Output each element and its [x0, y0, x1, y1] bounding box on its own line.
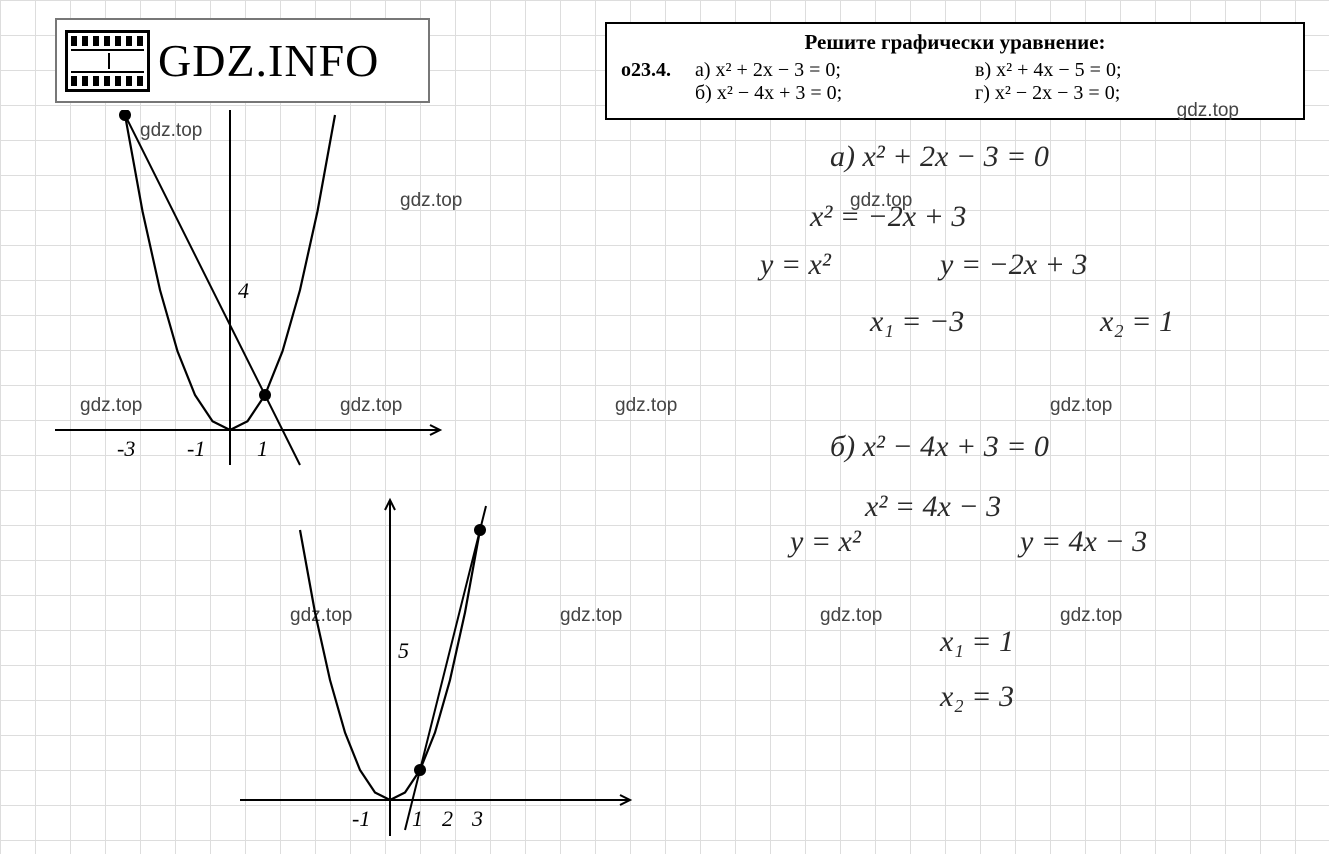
svg-text:-1: -1	[187, 436, 205, 461]
logo-box: GDZ.INFO	[55, 18, 430, 103]
sol-b-ans1: x₁ = 1	[940, 625, 1014, 659]
chart-a: -3 -1 1 4	[30, 110, 530, 510]
svg-text:1: 1	[257, 436, 268, 461]
sol-a-l2b: y = −2x + 3	[940, 248, 1087, 282]
sol-b-l2a: y = x²	[790, 525, 861, 559]
sol-b-ans2: x₂ = 3	[940, 680, 1014, 714]
sol-a-ans1: x₁ = −3	[870, 305, 964, 339]
problem-b: б) x² − 4x + 3 = 0;	[695, 82, 975, 105]
svg-text:4: 4	[238, 278, 249, 303]
problem-number: о23.4.	[621, 59, 695, 82]
svg-text:2: 2	[442, 806, 453, 831]
svg-text:-1: -1	[352, 806, 370, 831]
svg-text:5: 5	[398, 638, 409, 663]
svg-text:-3: -3	[117, 436, 135, 461]
sol-a-l2a: y = x²	[760, 248, 831, 282]
svg-text:1: 1	[412, 806, 423, 831]
logo-text: GDZ.INFO	[158, 34, 379, 87]
sol-a-header: а) x² + 2x − 3 = 0	[830, 140, 1049, 174]
sol-a-ans2: x₂ = 1	[1100, 305, 1174, 339]
problem-title: Решите графически уравнение:	[621, 30, 1289, 55]
chart-b: -1 123 5	[170, 480, 690, 860]
problem-box: Решите графически уравнение: о23.4. а) x…	[605, 22, 1305, 120]
sol-a-l1: x² = −2x + 3	[810, 200, 966, 234]
problem-v: в) x² + 4x − 5 = 0;	[975, 59, 1289, 82]
sol-b-header: б) x² − 4x + 3 = 0	[830, 430, 1049, 464]
problem-g: г) x² − 2x − 3 = 0;	[975, 82, 1289, 105]
film-icon	[65, 30, 150, 92]
problem-a: а) x² + 2x − 3 = 0;	[695, 59, 975, 82]
sol-b-l1: x² = 4x − 3	[865, 490, 1001, 524]
svg-text:3: 3	[471, 806, 483, 831]
sol-b-l2b: y = 4x − 3	[1020, 525, 1147, 559]
